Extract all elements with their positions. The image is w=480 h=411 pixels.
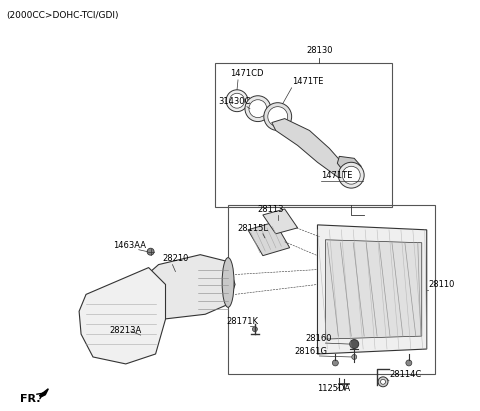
Text: 28114C: 28114C — [389, 370, 421, 379]
Text: 28160: 28160 — [306, 334, 332, 343]
Text: 1471TE: 1471TE — [292, 77, 323, 86]
Text: 31430C: 31430C — [218, 97, 251, 106]
Circle shape — [252, 327, 257, 332]
Text: 28213A: 28213A — [109, 326, 141, 335]
Ellipse shape — [222, 258, 234, 307]
Text: 1463AA: 1463AA — [113, 241, 146, 250]
Circle shape — [332, 360, 338, 366]
Circle shape — [264, 103, 292, 131]
Polygon shape — [272, 119, 347, 178]
Polygon shape — [325, 240, 422, 339]
Text: 28110: 28110 — [429, 280, 455, 289]
Bar — [215, 63, 392, 207]
Circle shape — [381, 379, 385, 384]
Polygon shape — [39, 389, 48, 397]
Polygon shape — [248, 222, 289, 256]
Polygon shape — [263, 209, 298, 234]
Circle shape — [268, 107, 288, 127]
Text: 28171K: 28171K — [226, 317, 258, 326]
Text: 28130: 28130 — [306, 46, 333, 55]
Circle shape — [352, 354, 357, 360]
Text: 28210: 28210 — [163, 254, 189, 263]
Polygon shape — [145, 255, 235, 319]
Text: (2000CC>DOHC-TCI/GDI): (2000CC>DOHC-TCI/GDI) — [7, 12, 119, 20]
Text: 1471TE: 1471TE — [322, 171, 353, 180]
Text: 1125DA: 1125DA — [317, 384, 350, 393]
Circle shape — [226, 90, 248, 112]
Circle shape — [338, 162, 364, 188]
Circle shape — [229, 93, 244, 108]
Circle shape — [245, 96, 271, 122]
Text: 28115L: 28115L — [237, 224, 268, 233]
Circle shape — [147, 248, 154, 255]
Circle shape — [342, 166, 360, 184]
Text: 1471CD: 1471CD — [230, 69, 264, 78]
Circle shape — [350, 339, 359, 349]
Text: 28161G: 28161G — [295, 347, 328, 356]
Circle shape — [406, 360, 412, 366]
Text: 28113: 28113 — [258, 205, 284, 214]
Polygon shape — [337, 156, 361, 175]
Bar — [228, 205, 435, 374]
Text: FR.: FR. — [20, 394, 40, 404]
Circle shape — [378, 377, 388, 387]
Polygon shape — [317, 225, 427, 354]
Polygon shape — [79, 268, 166, 364]
Circle shape — [249, 100, 267, 118]
